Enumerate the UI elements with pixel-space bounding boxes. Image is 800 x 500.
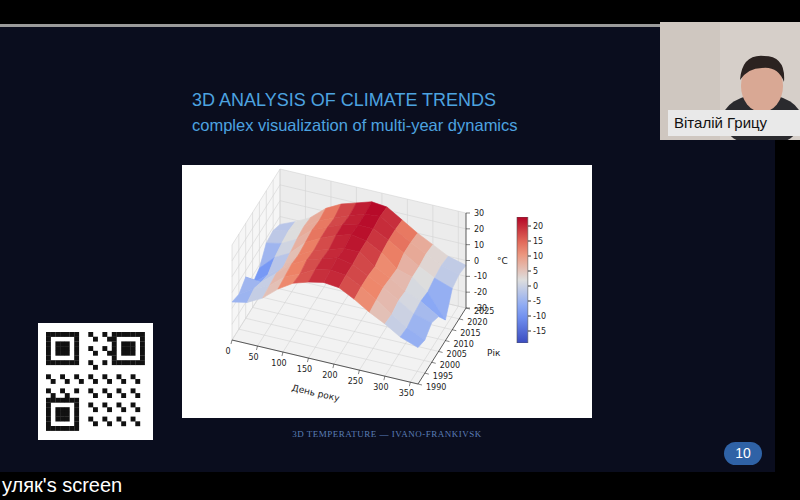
svg-text:1995: 1995 xyxy=(433,372,453,381)
svg-text:0: 0 xyxy=(474,257,479,266)
svg-text:150: 150 xyxy=(297,365,312,374)
html-text:уляк's screen: уляк's screen xyxy=(2,474,123,496)
svg-text:2020: 2020 xyxy=(467,318,487,327)
svg-text:50: 50 xyxy=(248,353,258,362)
svg-text:300: 300 xyxy=(373,383,388,392)
svg-text:-5: -5 xyxy=(533,297,541,306)
svg-text:200: 200 xyxy=(322,371,337,380)
svg-text:2000: 2000 xyxy=(440,361,460,370)
svg-text:-10: -10 xyxy=(533,312,546,321)
html-text:10: 10 xyxy=(735,445,751,461)
svg-text:100: 100 xyxy=(271,359,286,368)
svg-text:30: 30 xyxy=(474,209,484,218)
svg-text:2010: 2010 xyxy=(453,340,473,349)
svg-text:250: 250 xyxy=(348,377,363,386)
html-text:complex visualization of multi: complex visualization of multi-year dyna… xyxy=(192,116,518,134)
svg-text:0: 0 xyxy=(533,282,538,291)
svg-text:350: 350 xyxy=(399,389,414,398)
svg-text:2015: 2015 xyxy=(460,329,480,338)
svg-text:-20: -20 xyxy=(474,288,487,297)
svg-text:-15: -15 xyxy=(533,327,546,336)
svg-text:5: 5 xyxy=(533,267,538,276)
svg-text:1990: 1990 xyxy=(426,383,446,392)
svg-text:-10: -10 xyxy=(474,272,487,281)
svg-text:20: 20 xyxy=(474,225,484,234)
html-text:3D ANALYSIS OF CLIMATE TRENDS: 3D ANALYSIS OF CLIMATE TRENDS xyxy=(192,90,497,110)
svg-text:Рік: Рік xyxy=(487,348,501,358)
svg-text:°C: °C xyxy=(497,256,508,266)
svg-text:0: 0 xyxy=(225,347,230,356)
svg-text:15: 15 xyxy=(533,237,543,246)
svg-text:2005: 2005 xyxy=(447,350,467,359)
svg-text:День року: День року xyxy=(291,383,341,404)
svg-text:10: 10 xyxy=(533,252,543,261)
svg-text:20: 20 xyxy=(533,222,543,231)
svg-text:10: 10 xyxy=(474,241,484,250)
svg-text:-30: -30 xyxy=(474,304,487,313)
html-text:Віталій Грицу: Віталій Грицу xyxy=(674,114,768,131)
html-text:3D TEMPERATURE — IVANO-FRANKIV: 3D TEMPERATURE — IVANO-FRANKIVSK xyxy=(292,429,482,439)
